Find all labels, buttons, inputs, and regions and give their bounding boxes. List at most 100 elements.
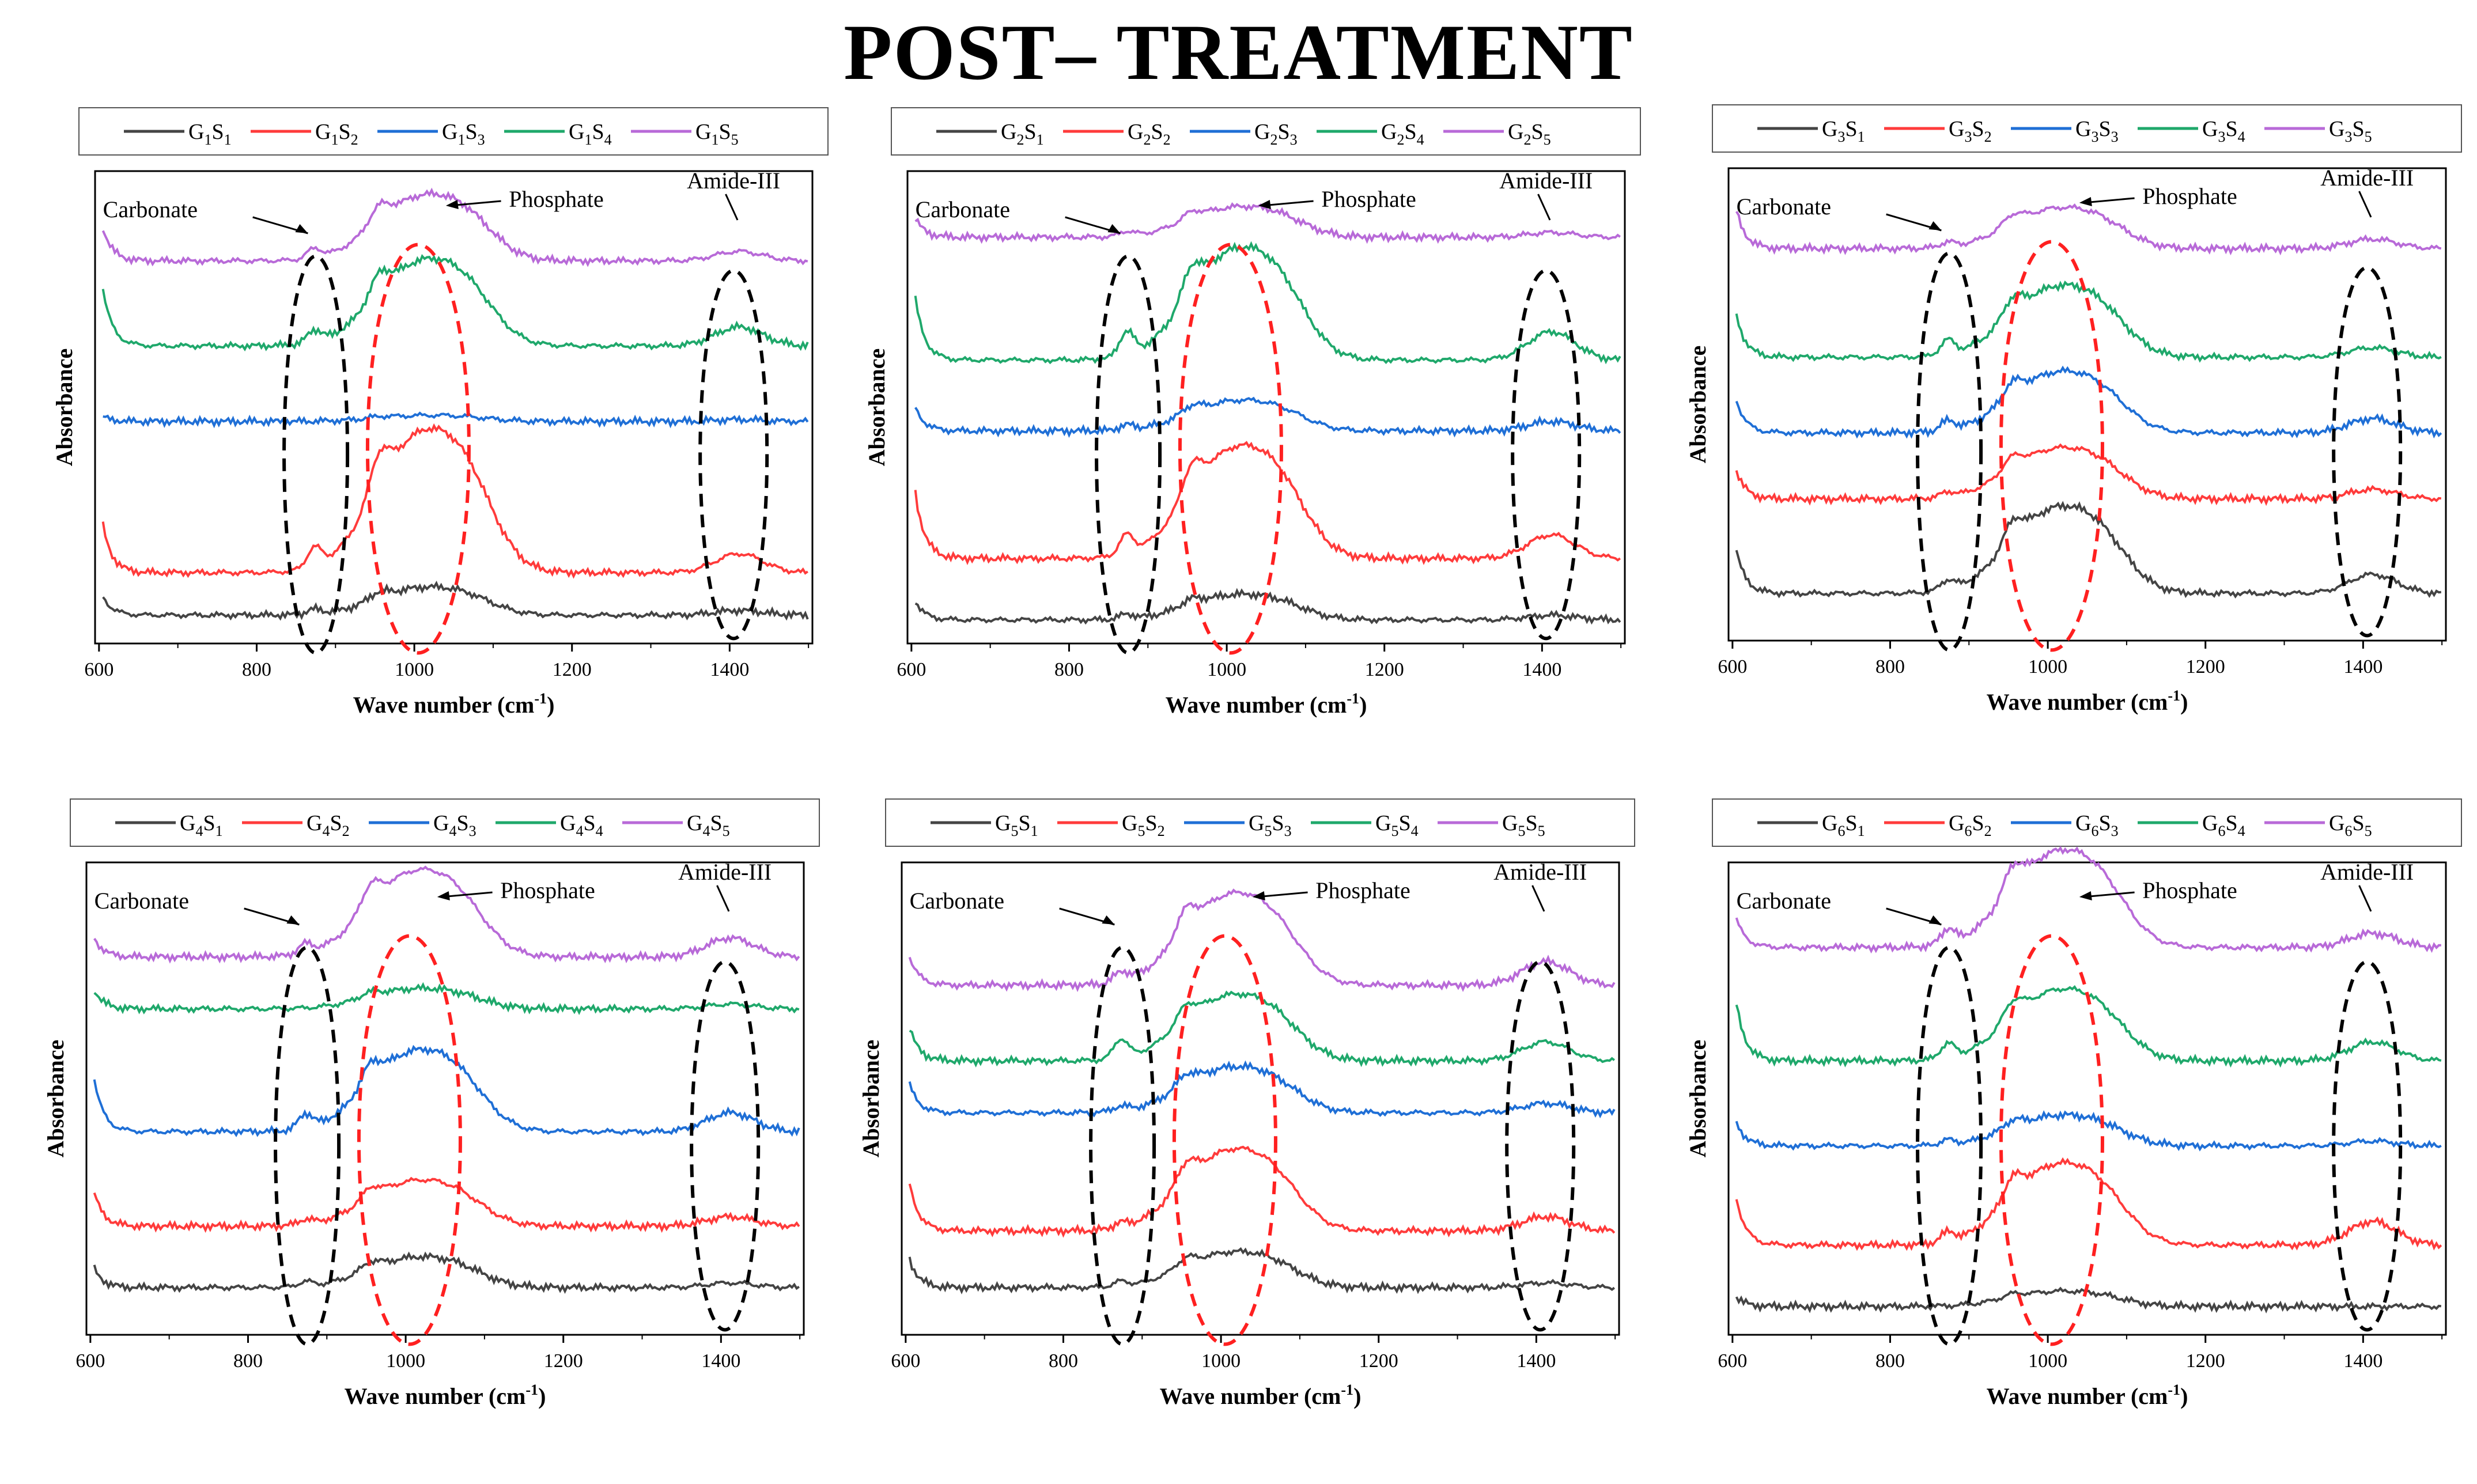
x-tick-label: 1000	[2028, 656, 2067, 677]
legend-sample-letter: S	[1972, 117, 1984, 141]
legend-label-s3: G3S3	[2075, 117, 2119, 145]
x-tick-label: 1200	[1359, 1350, 1398, 1372]
amide-label: Amide-III	[1493, 859, 1587, 885]
x-tick-label: 600	[1718, 656, 1747, 677]
legend-group-letter: G	[1822, 811, 1837, 835]
amide-label: Amide-III	[2320, 859, 2414, 885]
legend-sample-number: 3	[1290, 131, 1298, 148]
series-line-s5	[1735, 846, 2441, 954]
x-tick-label: 1400	[710, 659, 749, 680]
x-axis-title-sup: -1	[534, 690, 547, 707]
legend-group-letter: G	[695, 120, 711, 144]
phosphate-ellipse	[1999, 934, 2104, 1346]
legend-group-number: 6	[1964, 823, 1972, 839]
phosphate-label: Phosphate	[500, 877, 595, 903]
x-axis-title-text: Wave number (cm	[1160, 1383, 1341, 1409]
carbonate-arrowhead	[1928, 915, 1942, 925]
amide-label: Amide-III	[687, 168, 780, 194]
series-line-s5	[914, 202, 1621, 244]
legend-box	[78, 107, 829, 156]
carbonate-arrowhead	[1107, 224, 1121, 233]
legend-group-number: 4	[449, 823, 456, 839]
legend-group-number: 5	[1391, 823, 1398, 839]
phosphate-arrow	[2083, 197, 2135, 204]
carbonate-arrowhead	[295, 224, 308, 233]
series-line-s1	[914, 588, 1621, 625]
legend-sample-letter: S	[1018, 811, 1030, 835]
legend-sample-number: 5	[1544, 131, 1551, 148]
x-tick-label: 800	[233, 1350, 263, 1372]
carbonate-ellipse	[282, 254, 350, 655]
legend-sample-letter: S	[1845, 117, 1857, 141]
legend-group-number: 6	[1837, 823, 1845, 839]
legend-group-letter: G	[1949, 811, 1964, 835]
legend-label-s1: G4S1	[180, 811, 223, 839]
amide-label: Amide-III	[678, 859, 772, 885]
x-tick-label: 600	[897, 659, 926, 680]
legend-sample-number: 3	[2111, 128, 2119, 145]
legend-group-letter: G	[442, 120, 457, 144]
x-tick-label: 1400	[2343, 1350, 2383, 1372]
phosphate-arrowhead	[2079, 197, 2092, 206]
x-tick-label: 600	[1718, 1350, 1747, 1372]
legend-sample-number: 3	[478, 131, 485, 148]
series-line-s2	[1735, 443, 2442, 506]
legend-group-number: 4	[195, 823, 203, 839]
legend-group-letter: G	[1254, 120, 1270, 144]
amide-label: Amide-III	[2320, 165, 2414, 191]
x-axis-title-text: Wave number (cm	[353, 692, 535, 718]
legend-sample-letter: S	[211, 120, 224, 144]
plot-frame	[1727, 861, 2447, 1336]
x-axis-title: Wave number (cm-1)	[353, 690, 555, 718]
legend-group-letter: G	[2202, 117, 2218, 141]
legend-label-s2: G3S2	[1949, 117, 1992, 145]
legend-sample-number: 2	[1984, 823, 1992, 839]
legend-sample-letter: S	[1277, 120, 1289, 144]
legend-label-s4: G4S4	[560, 811, 603, 839]
legend-sample-letter: S	[2098, 117, 2111, 141]
legend-sample-letter: S	[718, 120, 731, 144]
legend-group-letter: G	[2329, 117, 2344, 141]
legend-sample-number: 5	[1538, 823, 1545, 839]
x-tick-label: 1000	[386, 1350, 425, 1372]
phosphate-arrow	[449, 200, 501, 207]
legend-sample-letter: S	[1404, 120, 1416, 144]
legend-group-number: 5	[1518, 823, 1525, 839]
series-line-s1	[1735, 1286, 2442, 1313]
legend-box	[70, 798, 820, 847]
legend-sample-letter: S	[2098, 811, 2111, 835]
legend-label-s5: G2S5	[1508, 120, 1551, 148]
legend-box	[885, 798, 1635, 847]
series-line-s3	[103, 411, 809, 429]
legend-sample-number: 4	[2238, 823, 2245, 839]
x-axis-title: Wave number (cm-1)	[1166, 690, 1367, 718]
x-axis-title-end: )	[538, 1383, 546, 1409]
chart-panel-g5: G5S1 G5S2 G5S3 G5S4 G5S5 600 800 1000 1200 1400 Wa…	[858, 798, 1691, 1426]
x-tick-label: 1000	[395, 659, 434, 680]
phosphate-arrow	[2083, 891, 2135, 898]
legend-sample-number: 3	[469, 823, 477, 839]
series-line-s3	[914, 396, 1621, 438]
legend-box	[1712, 104, 2462, 153]
phosphate-arrow	[1262, 200, 1314, 207]
legend-sample-letter: S	[456, 811, 468, 835]
legend-sample-number: 5	[2365, 823, 2372, 839]
legend-label-s4: G6S4	[2202, 811, 2245, 839]
legend-sample-number: 4	[604, 131, 612, 148]
amide-arrow	[2358, 191, 2372, 218]
legend-label-s1: G2S1	[1001, 120, 1044, 148]
carbonate-ellipse	[1089, 945, 1156, 1346]
x-axis-title-text: Wave number (cm	[1987, 1383, 2168, 1409]
legend-label-s4: G3S4	[2202, 117, 2245, 145]
legend-group-letter: G	[1122, 811, 1137, 835]
legend-sample-letter: S	[1272, 811, 1284, 835]
x-tick-label: 600	[891, 1350, 920, 1372]
chart-panel-g3: G3S1 G3S2 G3S3 G3S4 G3S5 600 800 1000 1200 1400 Wa…	[1685, 104, 2477, 732]
x-tick-label: 800	[1875, 1350, 1905, 1372]
amide-label: Amide-III	[1499, 168, 1593, 194]
x-axis-title-sup: -1	[2168, 687, 2180, 704]
legend-group-number: 1	[711, 131, 718, 148]
